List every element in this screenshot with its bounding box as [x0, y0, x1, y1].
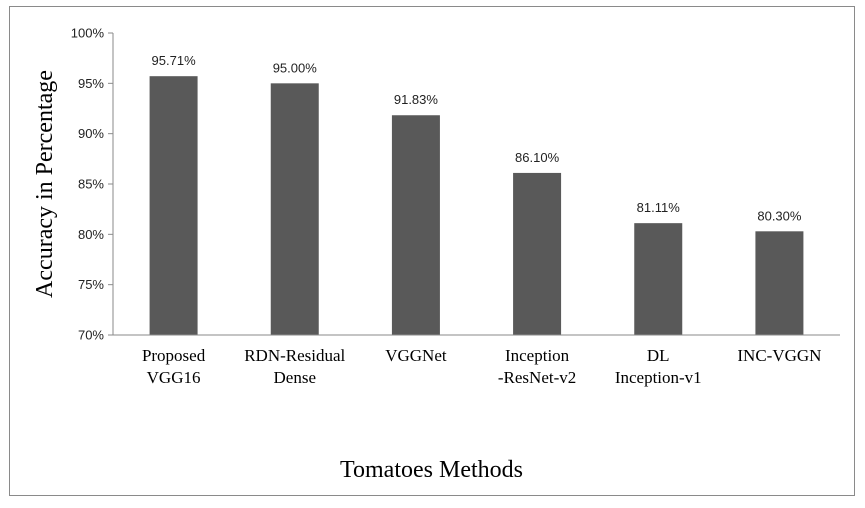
bar-data-label: 95.71%: [152, 53, 197, 68]
x-tick-label-line: Proposed: [142, 346, 206, 365]
x-tick-label: RDN-Residual Dense: [244, 346, 345, 387]
x-tick-label: DL Inception-v1: [615, 346, 702, 387]
x-tick-label: VGGNet: [385, 346, 447, 365]
bar: [634, 223, 683, 335]
bar-data-label: 81.11%: [637, 200, 681, 215]
bar-data-label: 86.10%: [515, 150, 560, 165]
bar: [270, 83, 319, 335]
x-tick-label-line: VGGNet: [385, 346, 447, 365]
bar: [755, 231, 804, 335]
x-tick-label-line: DL: [647, 346, 670, 365]
y-tick-label: 90%: [78, 126, 104, 141]
x-tick-label: INC-VGGN: [737, 346, 821, 365]
bar-data-label: 80.30%: [757, 208, 802, 223]
x-tick-label-line: RDN-Residual: [244, 346, 345, 365]
x-tick-label-line: -ResNet-v2: [498, 368, 576, 387]
bar-data-label: 95.00%: [273, 60, 318, 75]
x-tick-label: Inception -ResNet-v2: [498, 346, 576, 387]
x-tick-label-line: INC-VGGN: [737, 346, 821, 365]
x-tick-label-line: Dense: [274, 368, 316, 387]
bars: 95.71% 95.00% 91.83% 86.10% 81.11% 80.30%: [149, 53, 804, 336]
x-axis-labels: Proposed VGG16 RDN-Residual Dense VGGNet Ince…: [142, 346, 821, 387]
y-tick-label: 95%: [78, 76, 104, 91]
y-tick-label: 80%: [78, 227, 104, 242]
bar-data-label: 91.83%: [394, 92, 439, 107]
x-tick-label: Proposed VGG16: [142, 346, 206, 387]
bar: [149, 76, 198, 335]
y-tick-label: 85%: [78, 177, 104, 192]
y-tick-label: 75%: [78, 277, 104, 292]
x-axis-title: Tomatoes Methods: [340, 457, 523, 483]
y-axis-ticks: 70% 75% 80% 85% 90% 95% 100%: [71, 26, 113, 343]
x-tick-label-line: Inception: [505, 346, 570, 365]
x-tick-label-line: Inception-v1: [615, 368, 702, 387]
bar: [513, 172, 562, 335]
y-tick-label: 70%: [78, 328, 104, 343]
y-axis-title: Accuracy in Percentage: [32, 70, 58, 298]
bar: [391, 115, 440, 336]
x-tick-label-line: VGG16: [147, 368, 201, 387]
y-tick-label: 100%: [71, 26, 105, 41]
